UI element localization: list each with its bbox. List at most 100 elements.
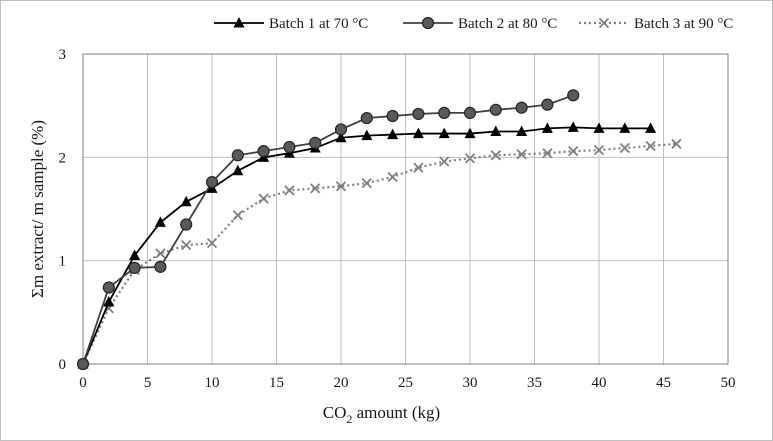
- x-marker-stroke: [387, 171, 398, 183]
- series-2-point: [283, 140, 296, 154]
- series-1-point: [490, 125, 502, 136]
- x-marker-stroke: [464, 153, 476, 164]
- series-2-point: [102, 281, 115, 294]
- legend-label: Batch 3 at 90 °C: [634, 16, 733, 32]
- series-2-point: [128, 261, 141, 274]
- x-marker-stroke: [490, 150, 501, 161]
- series-2-point: [541, 98, 554, 111]
- series-1-line: [82, 126, 651, 365]
- grid: [82, 53, 729, 365]
- x-tick-label: 40: [592, 375, 607, 391]
- plot-area: [82, 53, 729, 365]
- series-1: [77, 121, 657, 369]
- series-1-point: [645, 122, 657, 133]
- x-marker-stroke: [568, 145, 579, 157]
- x-axis-title: CO2 amount (kg): [323, 403, 440, 426]
- series-3-point: [310, 183, 321, 194]
- series-2-point: [360, 111, 373, 125]
- legend: Batch 1 at 70 °C Batch 2 at 80 °C Batch 3 …: [214, 16, 733, 32]
- series-2-point: [386, 109, 399, 123]
- y-tick-label: 3: [59, 47, 67, 63]
- series-1-point: [180, 195, 192, 207]
- tick-labels: 0 5 10 15 20 25 30 35 40 45 50 0 1 2 3: [59, 47, 736, 391]
- series-1-point: [154, 216, 166, 227]
- series-3-point: [619, 142, 630, 154]
- series-3-point: [206, 237, 218, 249]
- series-3-point: [232, 210, 243, 221]
- series-2-point: [257, 145, 270, 158]
- series-3-point: [490, 150, 501, 161]
- series-1-point: [335, 131, 347, 143]
- x-tick-label: 10: [205, 375, 220, 391]
- legend-entry-2: Batch 2 at 80 °C: [403, 16, 557, 32]
- series-3-point: [155, 248, 166, 259]
- x-tick-label: 35: [527, 375, 542, 391]
- series-1-point: [464, 127, 476, 139]
- series-2-point: [309, 136, 322, 149]
- series-1-point: [232, 164, 244, 176]
- series-1-point: [412, 127, 424, 139]
- x-tick-label: 50: [721, 375, 736, 391]
- series-3-point: [181, 240, 192, 251]
- series-3-line: [82, 142, 677, 365]
- y-tick-label: 2: [59, 150, 67, 166]
- x-marker-stroke: [361, 178, 372, 189]
- x-marker-stroke: [593, 144, 605, 156]
- series-2-point: [515, 101, 528, 114]
- series-2: [76, 89, 580, 371]
- series-layer: [76, 89, 682, 371]
- x-marker-stroke: [258, 193, 269, 204]
- series-1-point: [387, 128, 399, 140]
- series-3-point: [671, 138, 682, 150]
- series-1-point: [516, 125, 528, 136]
- series-3-point: [542, 148, 553, 159]
- x-marker-stroke: [232, 210, 243, 221]
- x-marker-stroke: [598, 17, 610, 29]
- series-3-point: [387, 171, 398, 183]
- legend-entry-1: Batch 1 at 70 °C: [214, 16, 368, 32]
- series-2-point: [205, 176, 219, 189]
- y-tick-label: 0: [59, 357, 67, 373]
- x-marker-stroke: [206, 237, 218, 249]
- series-3-point: [568, 145, 579, 157]
- x-marker-stroke: [310, 183, 321, 194]
- series-3-point: [258, 193, 269, 204]
- series-3-point: [593, 144, 605, 156]
- series-3-point: [413, 162, 424, 173]
- y-axis-title: Σm extract/ m sample (%): [28, 120, 47, 298]
- series-3-point: [335, 181, 347, 192]
- series-1-point: [438, 127, 450, 139]
- legend-marker: [421, 16, 435, 30]
- x-tick-label: 20: [334, 375, 349, 391]
- x-tick-label: 5: [144, 375, 152, 391]
- series-2-point: [154, 260, 167, 273]
- series-2-point: [76, 357, 90, 371]
- x-axis-title-rest: amount (kg): [352, 403, 440, 422]
- series-2-point: [567, 89, 580, 102]
- series-3-point: [361, 178, 372, 189]
- series-2-point: [231, 149, 244, 162]
- series-2-point: [438, 106, 451, 120]
- legend-marker: [233, 17, 245, 28]
- x-tick-label: 15: [269, 375, 284, 391]
- x-marker-stroke: [516, 149, 527, 160]
- series-1-point: [619, 122, 631, 133]
- legend-label: Batch 1 at 70 °C: [269, 16, 368, 32]
- x-marker-stroke: [155, 248, 166, 259]
- x-marker-stroke: [439, 156, 450, 167]
- series-1-point: [361, 129, 373, 141]
- series-2-point: [412, 107, 425, 121]
- x-marker-stroke: [181, 240, 192, 251]
- series-1-point: [567, 121, 579, 132]
- x-marker-stroke: [284, 185, 295, 196]
- series-2-point: [334, 123, 348, 136]
- x-axis-title-main: CO: [323, 403, 347, 422]
- x-tick-label: 30: [463, 375, 478, 391]
- series-2-point: [463, 106, 477, 120]
- x-marker-stroke: [413, 162, 424, 173]
- legend-marker: [598, 17, 610, 29]
- series-1-point: [593, 122, 605, 133]
- x-marker-stroke: [645, 140, 656, 152]
- x-axis-title-subscript: 2: [346, 412, 352, 426]
